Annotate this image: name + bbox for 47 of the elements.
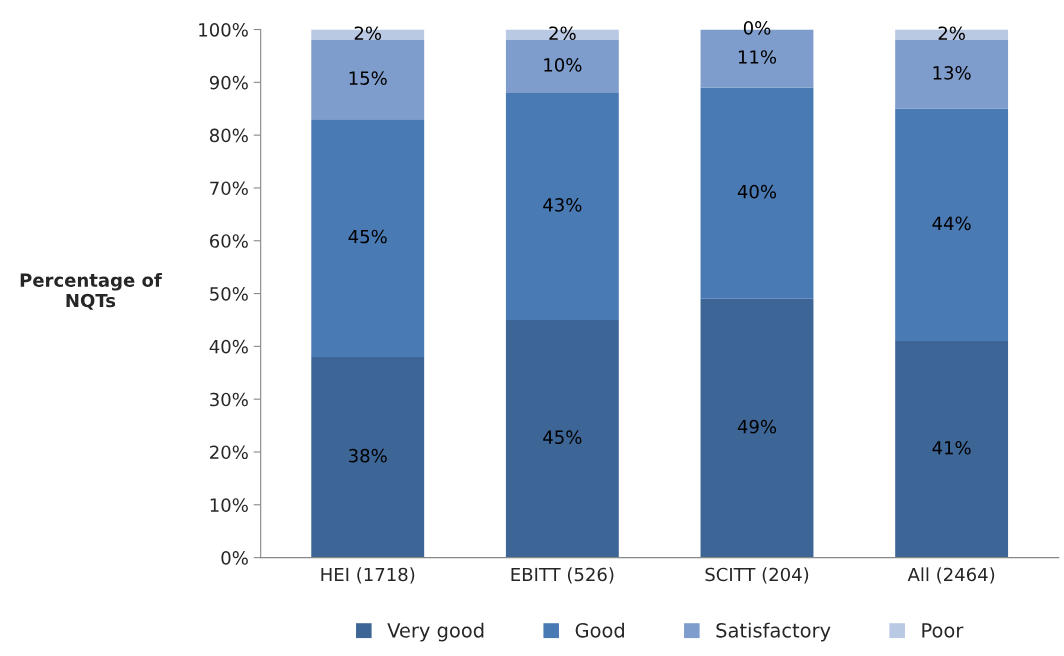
data-label: 10% — [544, 58, 582, 72]
bar — [700, 87, 814, 299]
bar — [895, 40, 1009, 109]
legend-label: Poor — [922, 623, 964, 638]
data-label: 11% — [738, 50, 777, 64]
data-label: 0% — [743, 21, 771, 35]
y-tick-label: 20% — [210, 445, 248, 460]
x-tick-label: SCITT (204) — [705, 567, 809, 584]
bar — [895, 108, 1009, 342]
data-label: 49% — [737, 419, 777, 434]
data-label: 45% — [543, 430, 582, 445]
x-tick-label: HEI (1718) — [321, 567, 415, 584]
y-tick-label: 80% — [209, 128, 248, 143]
x-tick-label: All (2464) — [907, 567, 995, 584]
y-tick-label: 100% — [199, 22, 248, 37]
data-label: 41% — [932, 440, 971, 455]
y-axis-title: Percentage of NQTs — [20, 273, 162, 310]
data-label: 43% — [543, 198, 582, 212]
data-label: 2% — [354, 26, 382, 41]
bar — [505, 319, 619, 558]
y-tick-label: 90% — [209, 75, 248, 90]
data-label: 44% — [932, 216, 971, 231]
legend-label: Good — [575, 622, 624, 638]
bar — [311, 40, 425, 120]
y-tick-label: 10% — [210, 498, 248, 512]
bar — [895, 341, 1009, 558]
y-tick-label: 50% — [210, 287, 248, 301]
bar — [505, 40, 619, 93]
data-label: 40% — [737, 184, 777, 199]
x-tick-label: EBITT (526) — [511, 567, 614, 584]
data-label: 38% — [349, 448, 387, 463]
data-label: 2% — [938, 26, 965, 41]
data-label: 45% — [348, 229, 387, 244]
y-tick-label: 60% — [210, 234, 248, 248]
data-label: 13% — [933, 65, 971, 80]
y-tick-label: 0% — [221, 551, 248, 565]
y-tick-label: 40% — [209, 339, 248, 354]
y-tick-label: 70% — [210, 181, 248, 196]
legend-label: Very good — [387, 622, 484, 642]
data-label: 2% — [549, 26, 576, 41]
bar — [700, 298, 814, 558]
y-tick-label: 30% — [210, 392, 248, 407]
bar — [505, 92, 619, 320]
bar — [311, 119, 425, 357]
data-label: 15% — [349, 71, 387, 85]
bar — [311, 356, 425, 558]
legend-label: Satisfactory — [716, 622, 831, 642]
